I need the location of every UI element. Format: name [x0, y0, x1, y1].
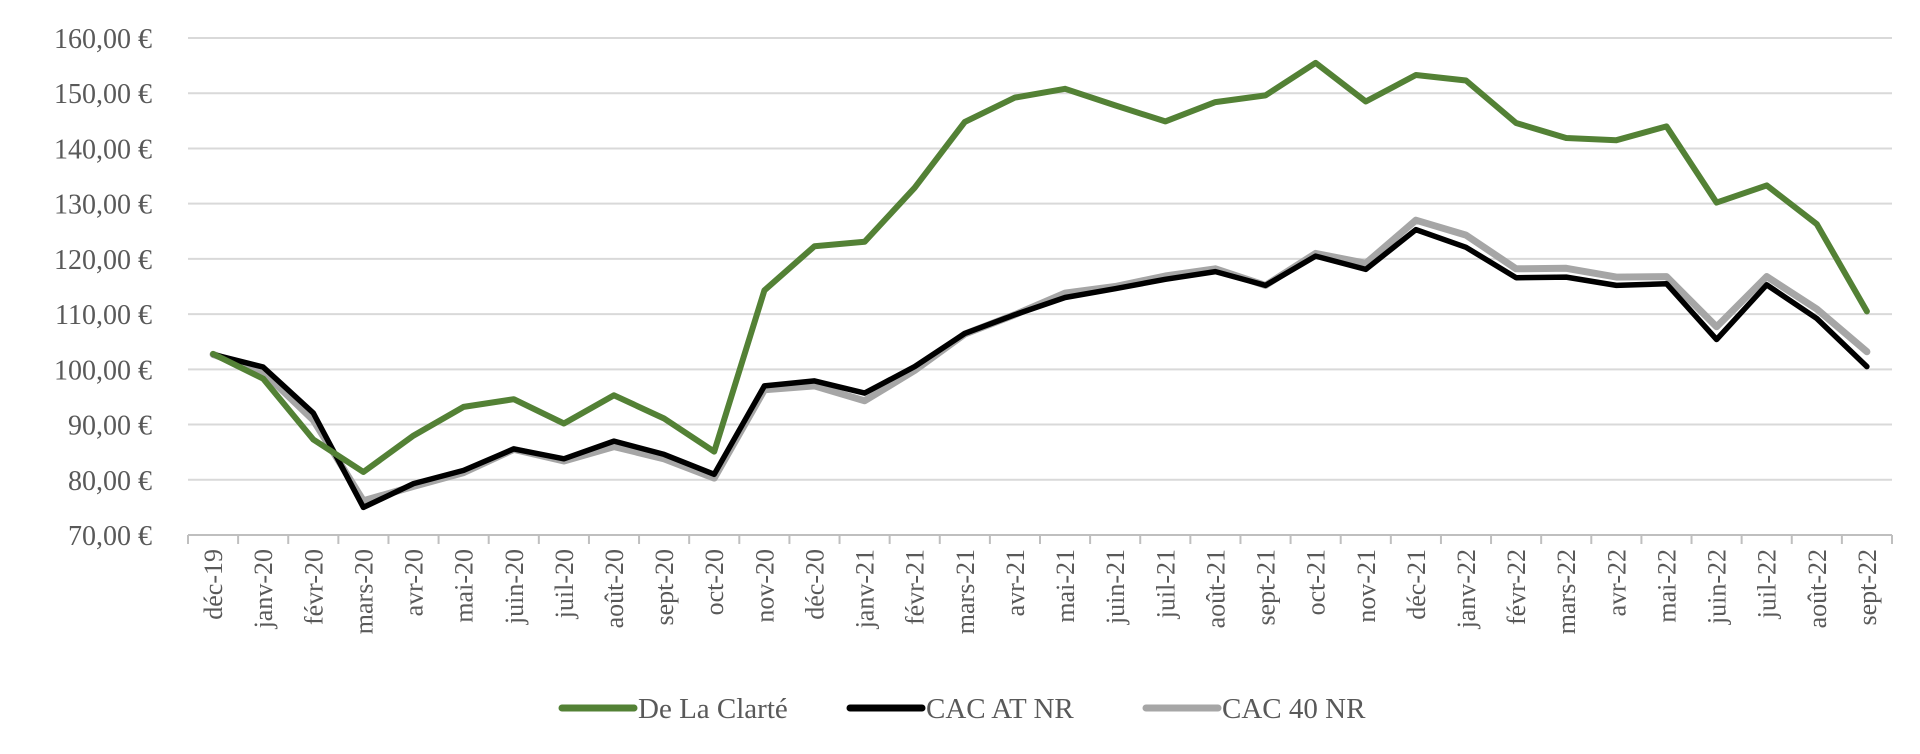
legend-label: CAC AT NR [926, 693, 1074, 725]
x-tick-label: mai-21 [1051, 549, 1080, 623]
series-line-1 [210, 226, 1870, 511]
x-tick-label: déc-20 [800, 549, 829, 620]
x-tick-label: janv-21 [851, 549, 880, 629]
x-tick-label: avr-22 [1602, 549, 1631, 616]
x-tick-label: juin-22 [1703, 549, 1732, 625]
y-tick-label: 70,00 € [68, 521, 152, 552]
x-tick-label: sept-21 [1252, 549, 1281, 626]
x-tick-label: sept-22 [1853, 549, 1882, 626]
y-tick-label: 100,00 € [54, 355, 152, 386]
y-tick-label: 130,00 € [54, 190, 152, 221]
x-tick-label: déc-21 [1402, 549, 1431, 620]
x-axis: déc-19 janv-20 févr-20 mars-20 avr-20 mai-20 j… [187, 534, 1893, 634]
x-tick-label: févr-22 [1502, 549, 1531, 625]
x-tick-label: mars-22 [1552, 549, 1581, 634]
x-tick-label: mai-22 [1652, 549, 1681, 623]
y-tick-label: 120,00 € [54, 245, 152, 276]
series-line-0 [209, 216, 1871, 505]
x-tick-label: août-20 [600, 549, 629, 628]
x-tick-label: avr-21 [1001, 549, 1030, 616]
x-tick-label: févr-20 [299, 549, 328, 625]
x-tick-label: juil-21 [1151, 549, 1180, 619]
series-lines [209, 59, 1871, 511]
x-tick-label: août-22 [1803, 549, 1832, 628]
x-tick-label: oct-20 [700, 549, 729, 615]
x-tick-label: févr-21 [901, 549, 930, 625]
legend: De La Clarté CAC AT NR CAC 40 NR [558, 693, 1366, 725]
legend-label: CAC 40 NR [1222, 693, 1366, 725]
x-tick-label: nov-21 [1352, 549, 1381, 623]
y-tick-label: 150,00 € [54, 79, 152, 110]
x-tick-label: juin-21 [1101, 549, 1130, 625]
series-line-2 [210, 59, 1870, 475]
x-tick-label: oct-21 [1302, 549, 1331, 615]
x-tick-label: juil-22 [1753, 549, 1782, 619]
x-tick-label: déc-19 [199, 549, 228, 620]
x-tick-label: sept-20 [650, 549, 679, 626]
y-tick-label: 90,00 € [68, 411, 152, 442]
y-tick-label: 160,00 € [54, 24, 152, 55]
x-tick-label: janv-22 [1452, 549, 1481, 629]
x-tick-label: nov-20 [750, 549, 779, 623]
y-axis-ticks: 70,00 € 80,00 € 90,00 € 100,00 € 110,00 € 120… [54, 24, 152, 552]
y-tick-label: 140,00 € [54, 134, 152, 165]
x-tick-label: juin-20 [500, 549, 529, 625]
gridlines [188, 37, 1892, 481]
x-tick-label: juil-20 [550, 549, 579, 619]
y-tick-label: 110,00 € [55, 300, 152, 331]
x-tick-label: mars-21 [951, 549, 980, 634]
legend-label: De La Clarté [638, 693, 788, 725]
x-tick-label: mars-20 [349, 549, 378, 634]
y-tick-label: 80,00 € [68, 466, 152, 497]
x-tick-label: août-21 [1201, 549, 1230, 628]
x-tick-label: avr-20 [400, 549, 429, 616]
x-tick-label: janv-20 [249, 549, 278, 629]
x-tick-label: mai-20 [450, 549, 479, 623]
